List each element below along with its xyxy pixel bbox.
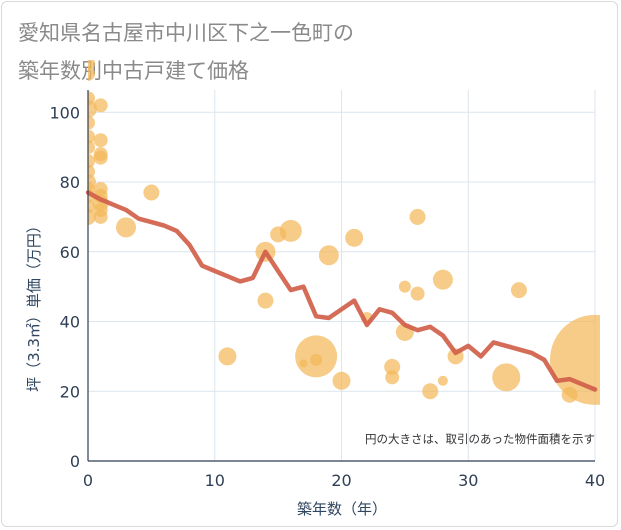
data-bubble	[93, 209, 108, 224]
data-bubble	[410, 286, 425, 301]
data-bubble	[93, 133, 108, 148]
y-axis-title: 坪（3.3㎡）単価（万円）	[25, 218, 43, 392]
data-bubble	[116, 217, 137, 238]
size-legend-note: 円の大きさは、取引のあった物件面積を示す	[365, 432, 595, 446]
data-bubble	[332, 371, 351, 390]
data-bubble	[88, 115, 95, 130]
data-bubble	[432, 269, 453, 290]
data-bubble	[409, 208, 426, 225]
chart-title-line-1: 愛知県名古屋市中川区下之一色町の	[18, 21, 354, 45]
trend-line	[85, 190, 598, 392]
data-bubble	[88, 66, 95, 81]
x-axis-title: 築年数（年）	[297, 500, 387, 518]
y-tick-label: 60	[60, 243, 80, 262]
data-bubble	[384, 358, 401, 375]
data-bubble	[345, 228, 364, 247]
data-bubble	[257, 292, 274, 309]
y-tick-label: 20	[60, 382, 80, 401]
y-tick-label: 80	[60, 173, 80, 192]
data-bubble	[143, 184, 160, 201]
data-bubble	[385, 370, 400, 385]
y-tick-label: 100	[49, 103, 80, 122]
data-bubble	[279, 219, 302, 242]
chart-title: 愛知県名古屋市中川区下之一色町の 築年数別中古戸建て価格	[18, 14, 538, 90]
data-bubble	[492, 363, 521, 392]
grid-lines	[88, 90, 596, 461]
data-bubble	[422, 383, 439, 400]
x-tick-label: 10	[205, 471, 225, 490]
bubble-layer	[88, 60, 600, 405]
y-tick-label: 0	[70, 452, 80, 471]
axes: 0 20 40 60 80 100 0 10 20 30 40	[49, 90, 605, 490]
x-tick-label: 0	[83, 471, 93, 490]
y-tick-label: 40	[60, 313, 80, 332]
data-bubble	[510, 282, 527, 299]
x-tick-label: 40	[585, 471, 605, 490]
x-tick-label: 20	[331, 471, 351, 490]
data-bubble	[93, 98, 108, 113]
data-bubble	[88, 129, 95, 144]
data-bubble	[550, 314, 600, 405]
trend-layer	[85, 190, 598, 392]
data-bubble	[318, 245, 339, 266]
data-bubble	[88, 140, 95, 155]
x-tick-label: 30	[458, 471, 478, 490]
data-bubble	[88, 208, 96, 225]
data-bubble	[398, 280, 411, 293]
data-bubble	[88, 154, 95, 169]
data-bubble	[310, 353, 323, 366]
data-bubble	[218, 347, 237, 366]
data-bubble	[437, 375, 448, 386]
chart-title-line-2: 築年数別中古戸建て価格	[18, 59, 249, 83]
data-bubble	[93, 150, 108, 165]
